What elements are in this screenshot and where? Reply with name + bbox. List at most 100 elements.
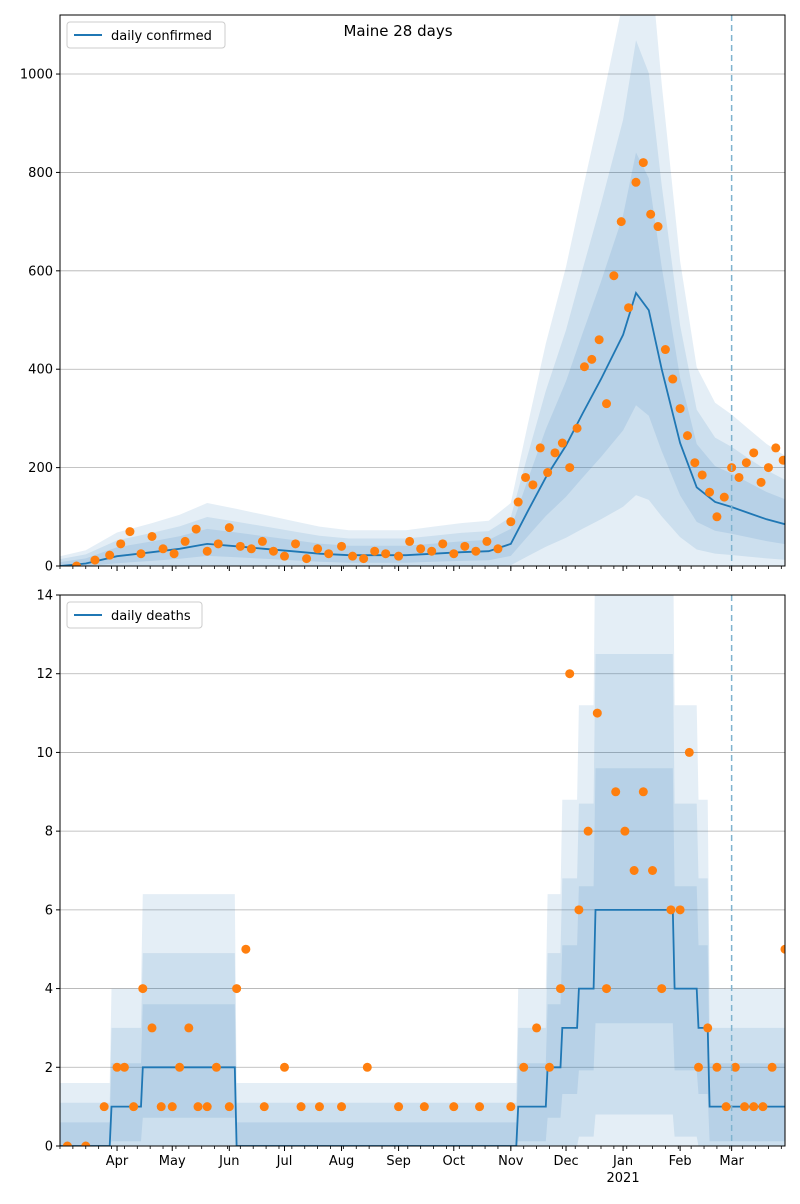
data-point — [609, 271, 619, 281]
data-point — [427, 546, 437, 556]
x-tick-label: Mar — [719, 1154, 744, 1169]
data-point — [211, 1062, 221, 1072]
data-point — [370, 546, 380, 556]
x-tick-label: Jan — [612, 1154, 633, 1169]
data-point — [675, 404, 685, 414]
data-point — [449, 549, 459, 559]
data-point — [756, 477, 766, 487]
data-point — [513, 497, 523, 507]
data-point — [624, 303, 634, 313]
legend-label: daily deaths — [111, 609, 191, 624]
data-point — [638, 787, 648, 797]
data-point — [337, 1102, 347, 1112]
data-point — [147, 531, 157, 541]
data-point — [712, 512, 722, 522]
data-point — [90, 555, 100, 565]
data-point — [521, 472, 531, 482]
data-point — [202, 1102, 212, 1112]
data-point — [191, 524, 201, 534]
data-point — [616, 217, 626, 227]
data-point — [703, 1023, 713, 1033]
data-point — [767, 1062, 777, 1072]
data-point — [416, 544, 426, 554]
data-point — [583, 826, 593, 836]
data-point — [158, 544, 168, 554]
data-point — [532, 1023, 542, 1033]
data-point — [279, 551, 289, 561]
data-point — [565, 669, 575, 679]
x-tick-label: Oct — [443, 1154, 465, 1169]
data-point — [556, 984, 566, 994]
data-point — [449, 1102, 459, 1112]
x-tick-label: Jul — [276, 1154, 293, 1169]
data-point — [394, 551, 404, 561]
y-tick-label: 800 — [28, 166, 53, 181]
data-point — [543, 468, 553, 478]
data-point — [660, 345, 670, 355]
data-point — [105, 550, 115, 560]
data-point — [169, 549, 179, 559]
data-point — [592, 708, 602, 718]
data-point — [565, 463, 575, 473]
data-point — [666, 905, 676, 915]
data-point — [721, 1102, 731, 1112]
data-point — [611, 787, 621, 797]
y-tick-label: 0 — [45, 1140, 53, 1155]
legend: daily confirmed — [66, 21, 226, 49]
data-point — [620, 826, 630, 836]
uncertainty-band — [60, 768, 785, 1146]
x-tick-label: Apr — [106, 1154, 129, 1169]
data-point — [694, 1062, 704, 1072]
y-tick-label: 2 — [45, 1061, 53, 1076]
legend-box — [66, 601, 203, 629]
data-point — [235, 541, 245, 551]
data-point — [506, 517, 516, 527]
data-point — [475, 1102, 485, 1112]
data-point — [116, 539, 126, 549]
panel-0: 0 200 400 600 800 1000 daily confirmed — [20, 14, 786, 575]
data-point — [81, 1141, 91, 1146]
data-point — [419, 1102, 429, 1112]
data-point — [657, 984, 667, 994]
data-point — [125, 527, 135, 537]
y-tick-label: 4 — [45, 982, 53, 997]
data-point — [675, 905, 685, 915]
data-point — [405, 536, 415, 546]
data-point — [482, 536, 492, 546]
data-point — [279, 1062, 289, 1072]
figure-title: Maine 28 days — [343, 22, 452, 40]
data-point — [268, 546, 278, 556]
plot-area — [60, 15, 785, 566]
uncertainty-band — [60, 15, 785, 566]
panel-1: 0 2 4 6 8 10 12 14 Apr May Jun Jul Aug Sep Oct Nov Dec Ja… — [36, 589, 786, 1186]
data-point — [193, 1102, 203, 1112]
data-point — [381, 549, 391, 559]
data-point — [631, 177, 641, 187]
x-tick-label: Jun — [218, 1154, 239, 1169]
data-point — [572, 423, 582, 433]
data-point — [72, 561, 82, 566]
data-point — [213, 539, 223, 549]
data-point — [359, 554, 369, 564]
data-point — [147, 1023, 157, 1033]
data-point — [337, 541, 347, 551]
data-point — [119, 1062, 129, 1072]
data-point — [156, 1102, 166, 1112]
data-point — [682, 431, 692, 441]
data-point — [224, 523, 234, 533]
legend: daily deaths — [66, 601, 203, 629]
data-point — [705, 487, 715, 497]
data-point — [257, 536, 267, 546]
plot-area — [60, 595, 785, 1146]
data-point — [646, 209, 656, 219]
data-point — [697, 470, 707, 480]
data-point — [557, 438, 567, 448]
data-point — [62, 1141, 72, 1146]
legend-label: daily confirmed — [111, 29, 212, 44]
data-point — [313, 544, 323, 554]
data-point — [314, 1102, 324, 1112]
data-point — [291, 539, 301, 549]
uncertainty-band — [60, 40, 785, 566]
data-point — [749, 1102, 759, 1112]
y-tick-label: 200 — [28, 461, 53, 476]
